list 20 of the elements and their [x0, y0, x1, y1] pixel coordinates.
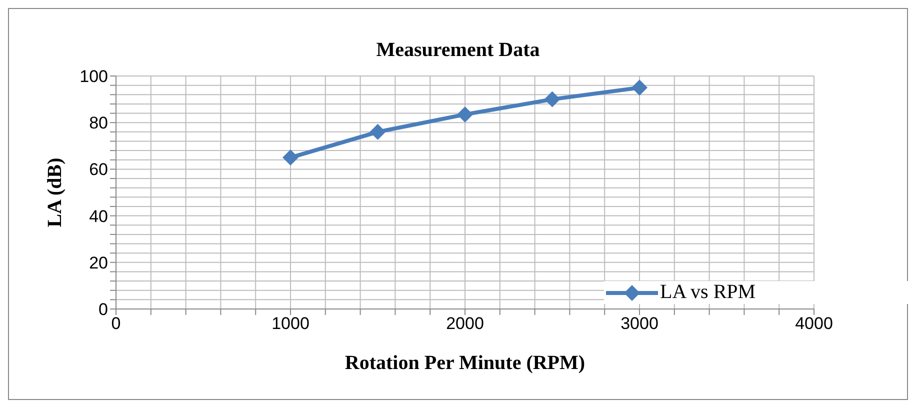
- chart-title: Measurement Data: [375, 39, 541, 62]
- point: [282, 150, 298, 166]
- y-tick-label: 100: [80, 67, 108, 86]
- y-tick-label: 60: [89, 160, 108, 180]
- x-tick-label: 2000: [446, 314, 484, 334]
- y-tick-label: 0: [98, 300, 108, 320]
- x-axis-title: Rotation Per Minute (RPM): [344, 352, 586, 374]
- y-tick-label: 20: [89, 253, 108, 272]
- x-tick-label: 4000: [795, 314, 833, 334]
- y-tick-label: 40: [89, 206, 108, 226]
- x-tick-label: 1000: [272, 314, 310, 334]
- x-tick-label: 0: [111, 314, 121, 334]
- point: [632, 80, 648, 96]
- y-tick-label: 80: [89, 114, 108, 133]
- legend-label: LA vs RPM: [660, 281, 756, 304]
- x-tick-label: 3000: [620, 314, 658, 334]
- y-axis-title: LA (dB): [44, 158, 66, 228]
- point: [457, 106, 473, 122]
- point: [544, 91, 560, 108]
- point: [370, 124, 386, 140]
